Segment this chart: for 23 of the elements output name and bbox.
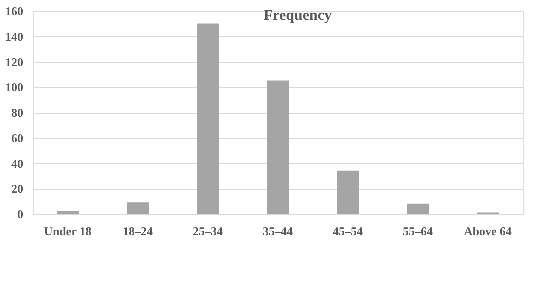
y-tick-label: 120 [6, 55, 24, 70]
x-tick-label: 45–54 [333, 224, 363, 238]
bar [267, 80, 289, 214]
y-tick-label: 20 [12, 182, 24, 196]
y-tick-label: 160 [6, 4, 24, 18]
x-tick-label: Above 64 [464, 224, 512, 238]
bar [197, 24, 219, 214]
y-tick-label: 140 [6, 30, 24, 44]
bar [407, 204, 429, 214]
chart-title: Frequency [264, 8, 333, 24]
bar [337, 170, 359, 214]
y-tick-label: 0 [18, 208, 24, 222]
bar [57, 211, 79, 214]
x-tick-label: 35–44 [263, 224, 293, 238]
y-tick-label: 80 [12, 106, 24, 120]
x-tick-label: 18–24 [123, 224, 153, 238]
bar [127, 202, 149, 214]
y-tick-label: 60 [12, 131, 24, 146]
x-tick-label: 25–34 [193, 224, 223, 238]
y-tick-label: 40 [12, 156, 24, 171]
x-tick-label: 55–64 [403, 224, 433, 238]
x-tick-label: Under 18 [44, 224, 92, 238]
y-tick-label: 100 [6, 80, 24, 95]
